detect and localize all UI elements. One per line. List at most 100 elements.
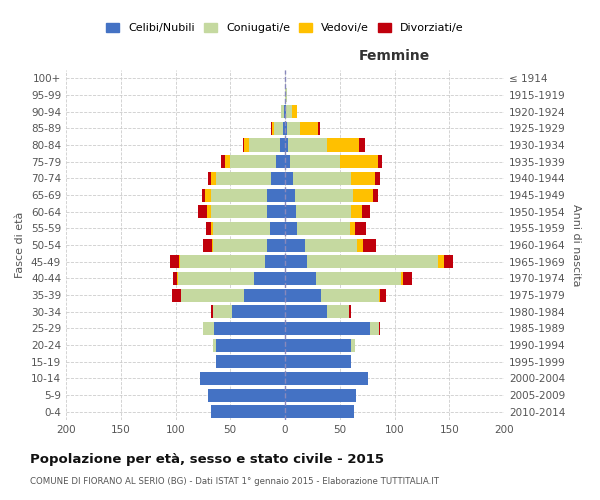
Bar [221, 155, 225, 168]
Bar [301, 122, 318, 135]
Bar [285, 388, 356, 402]
Bar [232, 305, 285, 318]
Bar [216, 338, 285, 351]
Bar [285, 188, 295, 202]
Bar [283, 122, 285, 135]
Bar [321, 288, 379, 302]
Bar [206, 222, 211, 235]
Bar [362, 205, 370, 218]
Bar [203, 238, 212, 252]
Bar [268, 188, 285, 202]
Bar [285, 105, 286, 118]
Bar [285, 355, 350, 368]
Text: COMUNE DI FIORANO AL SERIO (BG) - Dati ISTAT 1° gennaio 2015 - Elaborazione TUTT: COMUNE DI FIORANO AL SERIO (BG) - Dati I… [30, 478, 439, 486]
Bar [285, 272, 316, 285]
Bar [370, 322, 379, 335]
Bar [316, 272, 401, 285]
Bar [295, 188, 353, 202]
Bar [181, 288, 244, 302]
Bar [200, 372, 285, 385]
Bar [285, 405, 354, 418]
Bar [359, 138, 365, 151]
Bar [379, 322, 380, 335]
Bar [208, 172, 211, 185]
Bar [285, 172, 293, 185]
Bar [401, 272, 403, 285]
Bar [307, 255, 438, 268]
Bar [444, 255, 452, 268]
Bar [350, 172, 375, 185]
Bar [268, 205, 285, 218]
Bar [373, 188, 378, 202]
Text: Femmine: Femmine [359, 49, 430, 63]
Bar [265, 255, 285, 268]
Bar [211, 205, 268, 218]
Bar [211, 405, 285, 418]
Bar [208, 388, 285, 402]
Bar [211, 305, 213, 318]
Bar [350, 222, 355, 235]
Bar [285, 372, 368, 385]
Bar [170, 255, 179, 268]
Bar [350, 205, 362, 218]
Bar [276, 155, 285, 168]
Bar [202, 188, 205, 202]
Bar [355, 222, 366, 235]
Y-axis label: Fasce di età: Fasce di età [16, 212, 25, 278]
Bar [292, 105, 297, 118]
Bar [213, 338, 216, 351]
Bar [363, 238, 376, 252]
Bar [357, 238, 363, 252]
Bar [274, 122, 283, 135]
Bar [213, 305, 232, 318]
Bar [285, 288, 321, 302]
Bar [172, 288, 181, 302]
Bar [280, 138, 285, 151]
Y-axis label: Anni di nascita: Anni di nascita [571, 204, 581, 286]
Bar [353, 188, 373, 202]
Bar [350, 338, 355, 351]
Bar [285, 238, 305, 252]
Bar [244, 138, 249, 151]
Bar [216, 355, 285, 368]
Bar [281, 105, 284, 118]
Bar [211, 172, 216, 185]
Bar [176, 272, 178, 285]
Legend: Celibi/Nubili, Coniugati/e, Vedovi/e, Divorziati/e: Celibi/Nubili, Coniugati/e, Vedovi/e, Di… [103, 20, 467, 36]
Bar [271, 122, 272, 135]
Bar [297, 222, 350, 235]
Bar [211, 222, 213, 235]
Bar [326, 138, 359, 151]
Bar [305, 238, 357, 252]
Bar [285, 88, 287, 102]
Bar [375, 172, 380, 185]
Bar [213, 238, 268, 252]
Bar [212, 238, 213, 252]
Bar [271, 172, 285, 185]
Bar [403, 272, 412, 285]
Bar [214, 322, 285, 335]
Bar [230, 155, 276, 168]
Bar [285, 138, 288, 151]
Bar [285, 338, 350, 351]
Bar [211, 188, 268, 202]
Bar [269, 222, 285, 235]
Bar [199, 205, 207, 218]
Bar [285, 222, 297, 235]
Bar [254, 272, 285, 285]
Bar [285, 122, 287, 135]
Bar [244, 288, 285, 302]
Bar [285, 322, 370, 335]
Bar [179, 255, 180, 268]
Bar [286, 105, 292, 118]
Bar [288, 138, 326, 151]
Bar [203, 322, 214, 335]
Bar [225, 155, 230, 168]
Bar [380, 288, 386, 302]
Bar [379, 288, 380, 302]
Bar [284, 105, 285, 118]
Bar [216, 172, 271, 185]
Bar [178, 272, 254, 285]
Bar [207, 205, 211, 218]
Bar [438, 255, 444, 268]
